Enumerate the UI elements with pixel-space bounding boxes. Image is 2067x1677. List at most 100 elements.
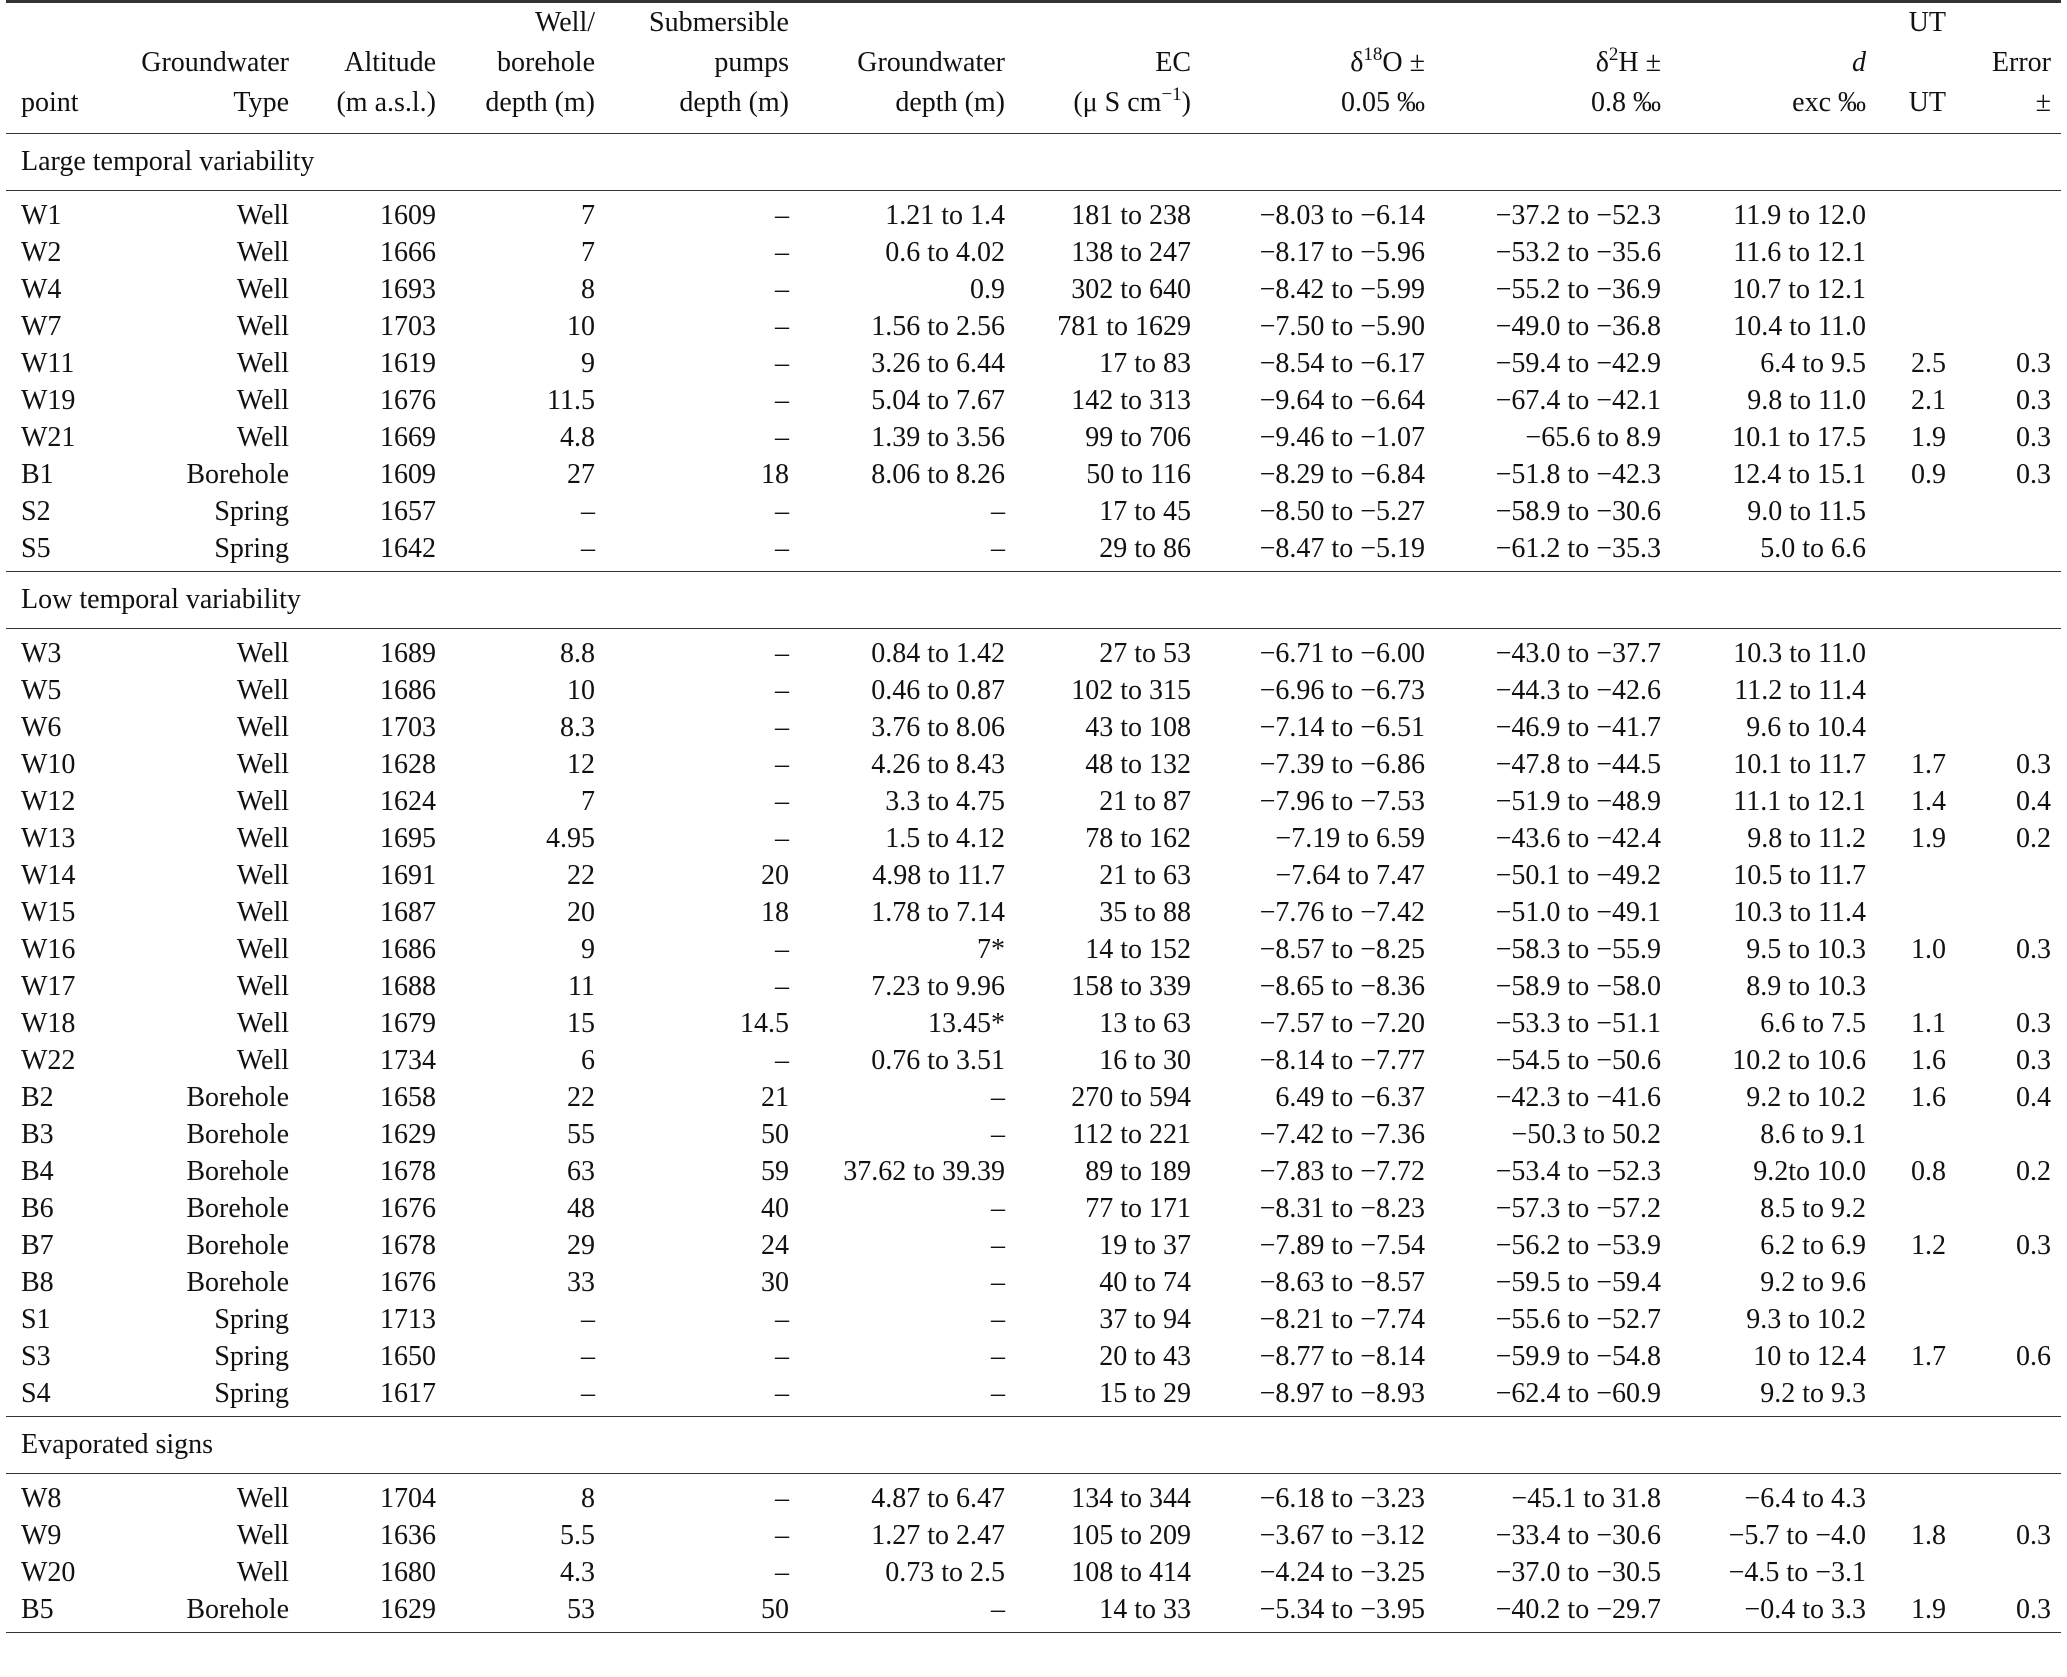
cell-d2h: −59.9 to −54.8 [1495,1341,1661,1372]
cell-altitude: 1734 [380,1045,436,1076]
cell-d-excess: 10.1 to 17.5 [1732,422,1866,453]
cell-d2h: −42.3 to −41.6 [1495,1082,1661,1113]
cell-groundwater-depth: – [991,1082,1005,1113]
header-ec: EC [1155,47,1191,78]
cell-ec: 35 to 88 [1099,897,1191,928]
cell-type: Spring [214,533,289,564]
cell-well-depth: 8 [581,1483,595,1514]
cell-ut-error [1956,894,2061,931]
cell-point: W10 [21,749,76,780]
cell-type: Well [236,1483,289,1514]
cell-d-excess: 11.1 to 12.1 [1733,786,1866,817]
cell-ut [1876,1375,1956,1412]
header-ut [1876,43,1956,83]
cell-ec: 78 to 162 [1085,823,1191,854]
cell-point: B1 [21,459,54,490]
cell-ec: 112 to 221 [1072,1119,1191,1150]
cell-altitude: 1642 [380,533,436,564]
cell-point: B7 [21,1230,54,1261]
cell-d18o: −8.03 to −6.14 [1259,200,1425,231]
header-altitude [299,2,446,44]
cell-ec: 105 to 209 [1071,1520,1191,1551]
cell-type: Well [236,786,289,817]
cell-ut [1876,493,1956,530]
table-row: B7 Borehole 1678 29 24 – 19 to 37 −7.89 to −7.5… [6,1227,2061,1264]
superscript: 18 [1363,44,1383,65]
cell-type: Spring [214,1304,289,1335]
header-altitude: (m a.s.l.) [336,87,436,118]
cell-d2h: −55.6 to −52.7 [1495,1304,1661,1335]
table-row: W3 Well 1689 8.8 – 0.84 to 1.42 27 to 53 −6.71 … [6,629,2061,673]
cell-ut-error: 0.3 [2016,1520,2051,1551]
cell-ec: 29 to 86 [1099,533,1191,564]
table-row: W11 Well 1619 9 – 3.26 to 6.44 17 to 83 −8.54 t… [6,345,2061,382]
cell-point: S3 [21,1341,51,1372]
cell-type: Borehole [186,1267,289,1298]
cell-pump-depth: – [775,200,789,231]
cell-ec: 43 to 108 [1085,712,1191,743]
cell-point: S5 [21,533,51,564]
cell-type: Well [236,934,289,965]
cell-well-depth: – [581,533,595,564]
cell-groundwater-depth: – [991,1378,1005,1409]
cell-well-depth: 8.8 [560,638,595,669]
cell-d18o: −9.46 to −1.07 [1259,422,1425,453]
cell-point: S4 [21,1378,51,1409]
cell-ut-error: 0.3 [2016,1008,2051,1039]
cell-altitude: 1704 [380,1483,436,1514]
table-row: B8 Borehole 1676 33 30 – 40 to 74 −8.63 to −8.5… [6,1264,2061,1301]
cell-d-excess: 10 to 12.4 [1753,1341,1866,1372]
cell-d-excess: 11.2 to 11.4 [1734,675,1866,706]
cell-point: W21 [21,422,76,453]
cell-pump-depth: – [775,422,789,453]
cell-groundwater-depth: 0.6 to 4.02 [885,237,1005,268]
cell-type: Well [236,1557,289,1588]
cell-d2h: −44.3 to −42.6 [1495,675,1661,706]
cell-type: Well [236,200,289,231]
cell-ec: 89 to 189 [1085,1156,1191,1187]
table-row: S5 Spring 1642 – – – 29 to 86 −8.47 to −5.19 −61… [6,530,2061,567]
cell-d-excess: 10.5 to 11.7 [1733,860,1866,891]
cell-ut [1876,968,1956,1005]
cell-groundwater-depth: 1.78 to 7.14 [871,897,1005,928]
header-d-excess: exc ‰ [1792,87,1866,118]
cell-altitude: 1636 [380,1520,436,1551]
cell-d-excess: 12.4 to 15.1 [1732,459,1866,490]
cell-well-depth: 7 [581,237,595,268]
cell-d2h: −50.3 to 50.2 [1511,1119,1661,1150]
cell-altitude: 1609 [380,459,436,490]
table-row: W22 Well 1734 6 – 0.76 to 3.51 16 to 30 −8.14 t… [6,1042,2061,1079]
cell-well-depth: 53 [567,1594,595,1625]
cell-pump-depth: 21 [761,1082,789,1113]
table-row: B2 Borehole 1658 22 21 – 270 to 594 6.49 to −6.… [6,1079,2061,1116]
cell-altitude: 1676 [380,385,436,416]
cell-groundwater-depth: 4.98 to 11.7 [872,860,1005,891]
cell-d18o: −9.64 to −6.64 [1259,385,1425,416]
cell-type: Borehole [186,1119,289,1150]
table-row: B5 Borehole 1629 53 50 – 14 to 33 −5.34 to −3.9… [6,1591,2061,1628]
cell-ec: 302 to 640 [1071,274,1191,305]
cell-ut-error [1956,1554,2061,1591]
cell-groundwater-depth: 1.39 to 3.56 [871,422,1005,453]
header-well-depth: depth (m) [485,87,595,118]
cell-well-depth: 48 [567,1193,595,1224]
header-text: (μ S cm [1073,87,1162,118]
cell-groundwater-depth: 0.84 to 1.42 [871,638,1005,669]
cell-altitude: 1629 [380,1119,436,1150]
cell-d18o: −7.57 to −7.20 [1259,1008,1425,1039]
cell-point: B8 [21,1267,54,1298]
cell-groundwater-depth: – [991,1230,1005,1261]
cell-point: W18 [21,1008,76,1039]
cell-ut: 2.5 [1911,348,1946,379]
cell-ut-error [1956,234,2061,271]
cell-ut-error [1956,308,2061,345]
cell-d-excess: −5.7 to −4.0 [1728,1520,1866,1551]
cell-well-depth: 63 [567,1156,595,1187]
cell-d-excess: −4.5 to −3.1 [1728,1557,1866,1588]
cell-d2h: −57.3 to −57.2 [1495,1193,1661,1224]
cell-ut [1876,308,1956,345]
cell-ut: 1.8 [1911,1520,1946,1551]
cell-d2h: −58.9 to −30.6 [1495,496,1661,527]
header-type [116,2,299,44]
cell-groundwater-depth: 7.23 to 9.96 [871,971,1005,1002]
